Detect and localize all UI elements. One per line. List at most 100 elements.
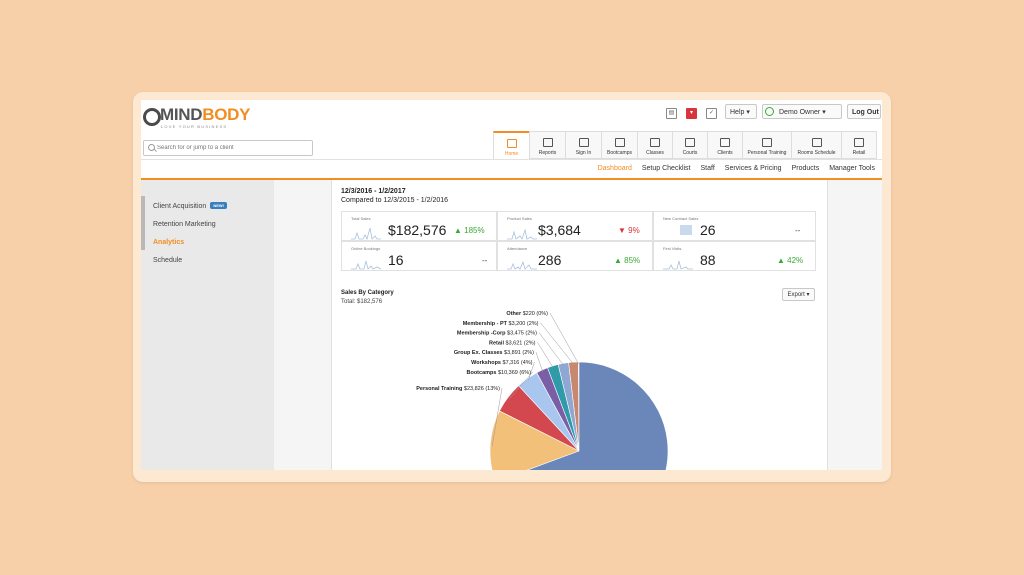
door-icon (811, 138, 822, 147)
placeholder-chart-icon (680, 225, 692, 235)
kpi-label: Online Bookings (351, 246, 381, 251)
kpi-value: 26 (700, 222, 716, 238)
tab-rooms-schedule[interactable]: Rooms Schedule (791, 131, 841, 159)
search-input[interactable] (157, 142, 307, 154)
bar-chart-icon (542, 138, 553, 147)
sales-total: Total: $182,576 (341, 299, 383, 305)
brand-tagline: LOVE YOUR BUSINESS (161, 124, 228, 129)
calendar-icon (614, 138, 625, 147)
kpi-label: New Contract Sales (663, 216, 699, 221)
kpi-label: First Visits (663, 246, 682, 251)
kpi-change: ▲ 185% (454, 226, 485, 235)
chevron-down-icon: ▾ (746, 109, 750, 116)
sub-nav: Dashboard Setup Checklist Staff Services… (141, 159, 882, 180)
kpi-label: Total Sales (351, 216, 371, 221)
pie-label: Membership -Corp $3,475 (2%) (457, 331, 537, 337)
pie-leader-line (535, 352, 544, 372)
tab-home[interactable]: Home (493, 131, 529, 160)
clock-icon (765, 107, 774, 116)
user-menu-button[interactable]: Demo Owner ▾ (762, 104, 842, 119)
dashboard-panel: 12/3/2016 - 1/2/2017 Compared to 12/3/20… (332, 180, 827, 470)
client-search[interactable] (143, 140, 313, 156)
sales-by-category-title: Sales By Category (341, 290, 394, 296)
arrow-up-icon: ▲ (454, 226, 462, 235)
subnav-staff[interactable]: Staff (700, 165, 715, 172)
content-gutter-right (827, 180, 882, 470)
notification-icon[interactable]: ▾ (686, 108, 697, 119)
pie-leader-line (509, 371, 534, 399)
kpi-value: 286 (538, 252, 562, 268)
pie-label: Group Ex. Classes $3,891 (2%) (454, 350, 534, 356)
kpi-value: $3,684 (538, 222, 581, 238)
kpi-change: -- (795, 226, 801, 235)
logo-ring (143, 108, 161, 126)
kpi-tile[interactable]: Total Sales $182,576 ▲ 185% (341, 211, 497, 241)
sidebar-item-analytics[interactable]: Analytics (153, 239, 185, 246)
pie-labels: Other $220 (0%) Membership - PT $3,200 (2… (416, 311, 548, 392)
list-icon (650, 138, 660, 147)
content-gutter-left (274, 180, 332, 470)
kpi-change: -- (482, 256, 488, 265)
logout-button[interactable]: Log Out (847, 104, 881, 119)
tab-personal-training[interactable]: Personal Training (742, 131, 791, 159)
sidebar-item-retention-marketing[interactable]: Retention Marketing (153, 221, 216, 228)
chevron-down-icon: ▾ (822, 109, 826, 116)
chevron-down-icon: ▾ (806, 292, 810, 298)
person-icon (720, 138, 730, 147)
arrow-up-icon: ▲ (777, 256, 785, 265)
tab-classes[interactable]: Classes (637, 131, 672, 159)
calendar-icon (762, 138, 772, 147)
tab-bootcamps[interactable]: Bootcamps (601, 131, 637, 159)
tab-retail[interactable]: Retail (841, 131, 877, 159)
kpi-tile[interactable]: Online Bookings 16 -- (341, 241, 497, 271)
export-button[interactable]: Export ▾ (782, 288, 815, 301)
subnav-setup-checklist[interactable]: Setup Checklist (641, 165, 691, 172)
sidebar-item-client-acquisition[interactable]: Client Acquisition NEW! (153, 202, 227, 210)
kpi-label: Attendance (507, 246, 528, 251)
sparkline (507, 260, 537, 270)
subnav-dashboard[interactable]: Dashboard (592, 160, 637, 178)
pie-label: Bootcamps $10,369 (6%) (466, 370, 531, 376)
kpi-tile[interactable]: Attendance 286 ▲ 85% (497, 241, 653, 271)
tab-clients[interactable]: Clients (707, 131, 742, 159)
kpi-tile[interactable]: Product Sales $3,684 ▼ 9% (497, 211, 653, 241)
pie-leader-line (540, 322, 574, 365)
tab-reports[interactable]: Reports (529, 131, 565, 159)
arrow-up-icon: ▲ (614, 256, 622, 265)
pie-slice[interactable] (489, 410, 580, 470)
subnav-products[interactable]: Products (791, 165, 820, 172)
sidebar-indicator (141, 196, 145, 250)
pie-leader-line (537, 342, 554, 369)
subnav-services-pricing[interactable]: Services & Pricing (724, 165, 782, 172)
pie-label: Personal Training $23,826 (13%) (416, 386, 500, 392)
sidebar-item-schedule[interactable]: Schedule (153, 257, 183, 264)
register-icon (854, 138, 864, 147)
app-window: MINDBODY LOVE YOUR BUSINESS ▤ ▾ ✓ Help ▾… (141, 100, 882, 470)
arrow-down-icon: ▼ (618, 226, 626, 235)
checkbox-icon[interactable]: ✓ (706, 108, 717, 119)
help-button[interactable]: Help ▾ (725, 104, 757, 119)
pie-label: Other $220 (0%) (506, 311, 548, 317)
pie-slice[interactable] (496, 361, 669, 470)
tab-sign-in[interactable]: Sign In (565, 131, 601, 159)
home-icon (506, 139, 517, 148)
calendar-icon (685, 138, 695, 147)
brand-logo[interactable]: MINDBODY LOVE YOUR BUSINESS (143, 105, 253, 129)
subnav-manager-tools[interactable]: Manager Tools (829, 165, 875, 172)
pie-leader-line (549, 312, 579, 365)
kpi-tile[interactable]: New Contract Sales 26 -- (653, 211, 816, 241)
date-range[interactable]: 12/3/2016 - 1/2/2017 (341, 188, 406, 195)
tab-courts[interactable]: Courts (672, 131, 707, 159)
pie-label: Retail $3,621 (2%) (489, 340, 536, 346)
pie-slices (489, 361, 669, 470)
brand-wordmark: MINDBODY (160, 105, 251, 124)
kpi-label: Product Sales (507, 216, 532, 221)
search-icon (148, 144, 155, 151)
kpi-change: ▲ 85% (614, 256, 641, 265)
pie-leader-lines (491, 312, 579, 447)
person-icon (578, 138, 589, 147)
compare-range: Compared to 12/3/2015 - 1/2/2016 (341, 197, 449, 204)
kpi-tile[interactable]: First Visits 88 ▲ 42% (653, 241, 816, 271)
document-icon[interactable]: ▤ (666, 108, 677, 119)
kpi-value: 16 (388, 252, 404, 268)
